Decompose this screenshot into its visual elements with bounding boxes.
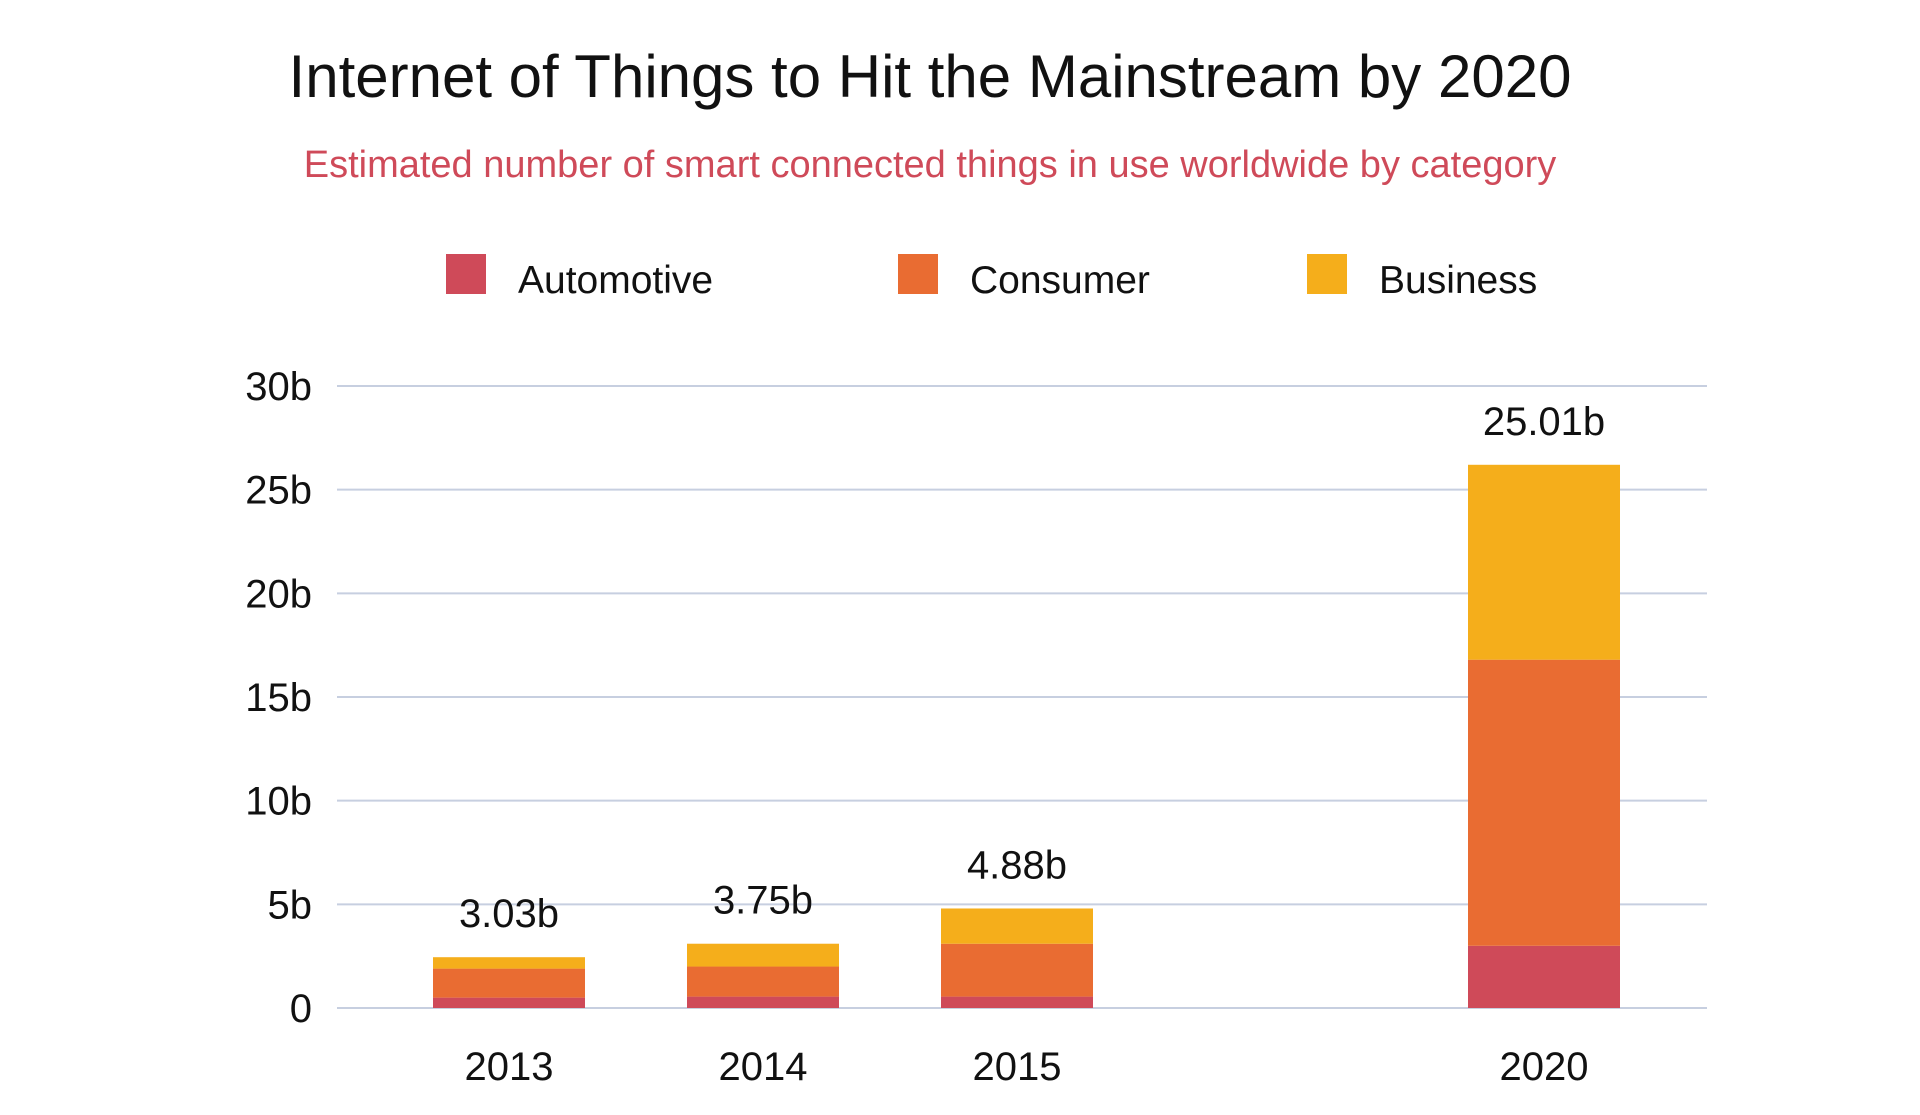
total-label-2013: 3.03b [459, 892, 559, 936]
y-tick-label: 30b [245, 365, 312, 409]
x-tick-label-2020: 2020 [1500, 1045, 1589, 1089]
legend-label-consumer: Consumer [970, 259, 1150, 302]
total-label-2020: 25.01b [1483, 400, 1605, 444]
legend: Automotive Consumer Business [446, 254, 1537, 302]
bar-segment-automotive-2013 [433, 997, 585, 1008]
gridlines [337, 385, 1707, 1009]
legend-label-automotive: Automotive [518, 259, 713, 302]
chart-title: Internet of Things to Hit the Mainstream… [289, 43, 1572, 110]
y-tick-label: 15b [245, 676, 312, 720]
bar-segment-automotive-2014 [687, 996, 839, 1008]
y-tick-label: 0 [290, 987, 312, 1031]
y-tick-label: 10b [245, 780, 312, 824]
x-tick-label-2013: 2013 [465, 1045, 554, 1089]
total-labels: 3.03b 3.75b 4.88b 25.01b [459, 400, 1605, 936]
bar-segment-automotive-2015 [941, 996, 1093, 1008]
y-axis: 0 5b 10b 15b 20b 25b 30b [245, 365, 312, 1031]
legend-swatch-automotive [446, 254, 486, 294]
bar-segment-business-2013 [433, 957, 585, 969]
y-tick-label: 20b [245, 572, 312, 616]
bar-segment-consumer-2013 [433, 968, 585, 998]
x-axis: 2013 2014 2015 2020 [465, 1045, 1589, 1089]
bars [433, 464, 1620, 1008]
bar-segment-business-2015 [941, 908, 1093, 944]
total-label-2015: 4.88b [967, 843, 1067, 887]
chart-subtitle: Estimated number of smart connected thin… [304, 144, 1557, 186]
x-tick-label-2014: 2014 [719, 1045, 808, 1089]
bar-segment-business-2020 [1468, 464, 1620, 660]
bar-segment-automotive-2020 [1468, 945, 1620, 1008]
bar-segment-consumer-2014 [687, 966, 839, 997]
bar-segment-business-2014 [687, 943, 839, 967]
bar-segment-consumer-2015 [941, 943, 1093, 997]
bar-segment-consumer-2020 [1468, 659, 1620, 946]
legend-label-business: Business [1379, 259, 1537, 302]
legend-swatch-consumer [898, 254, 938, 294]
legend-swatch-business [1307, 254, 1347, 294]
y-tick-label: 5b [268, 883, 313, 927]
total-label-2014: 3.75b [713, 879, 813, 923]
y-tick-label: 25b [245, 469, 312, 513]
x-tick-label-2015: 2015 [973, 1045, 1062, 1089]
